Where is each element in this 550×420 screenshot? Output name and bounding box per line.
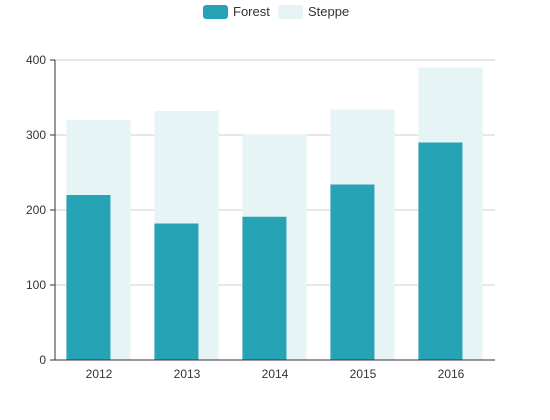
legend-swatch-steppe bbox=[278, 5, 303, 19]
bar-forest-2012[interactable] bbox=[66, 195, 111, 360]
legend-item-steppe[interactable]: Steppe bbox=[278, 4, 349, 19]
bar-forest-2015[interactable] bbox=[330, 184, 375, 361]
x-tick-label-2015: 2015 bbox=[350, 367, 377, 381]
x-tick-label-2012: 2012 bbox=[86, 367, 113, 381]
legend-label-forest: Forest bbox=[233, 4, 270, 19]
y-tick-label-0: 0 bbox=[39, 353, 46, 367]
forest-bars bbox=[66, 142, 463, 361]
legend-label-steppe: Steppe bbox=[308, 4, 349, 19]
legend-item-forest[interactable]: Forest bbox=[203, 4, 270, 19]
x-tick-label-2013: 2013 bbox=[174, 367, 201, 381]
y-tick-label-300: 300 bbox=[26, 128, 46, 142]
legend-swatch-forest bbox=[203, 5, 228, 19]
bar-forest-2014[interactable] bbox=[242, 216, 287, 360]
tick-labels: 0 100 200 300 400 2012 2013 2014 2015 2016 bbox=[26, 53, 465, 381]
bar-forest-2016[interactable] bbox=[418, 142, 463, 361]
legend[interactable]: Forest Steppe bbox=[203, 4, 349, 19]
bar-forest-2013[interactable] bbox=[154, 223, 199, 361]
y-tick-label-200: 200 bbox=[26, 203, 46, 217]
y-tick-label-400: 400 bbox=[26, 53, 46, 67]
y-tick-label-100: 100 bbox=[26, 278, 46, 292]
x-tick-label-2014: 2014 bbox=[262, 367, 289, 381]
x-tick-label-2016: 2016 bbox=[438, 367, 465, 381]
